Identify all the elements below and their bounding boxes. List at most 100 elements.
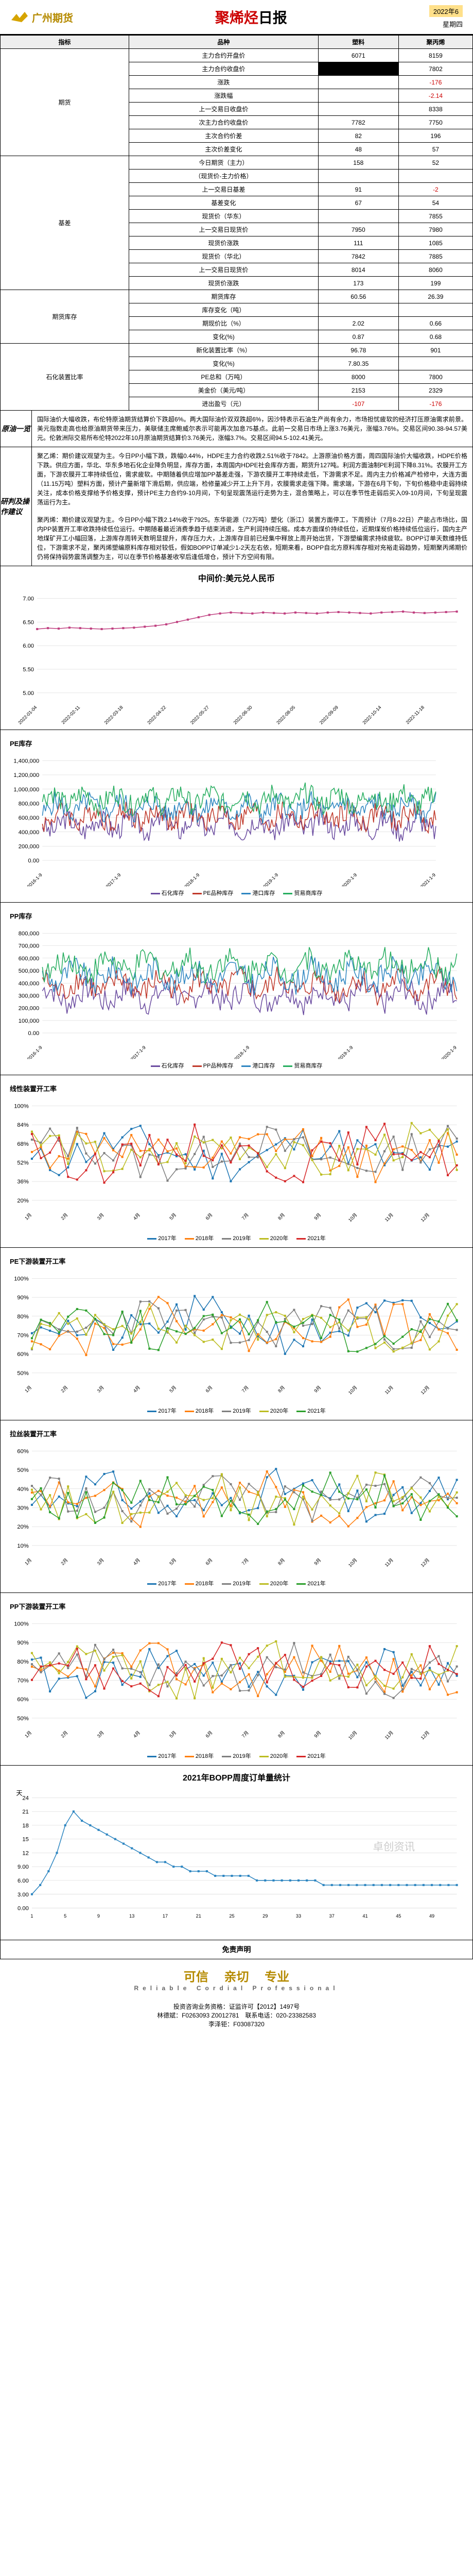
category-cell: 石化装置比率 — [1, 344, 129, 411]
legend-ppinv: 石化库存PP品种库存港口库存贸易商库存 — [6, 1061, 467, 1070]
svg-text:12: 12 — [22, 1851, 28, 1857]
data-cell: 173 — [318, 277, 398, 290]
data-cell: 上一交易日现货价 — [129, 263, 319, 277]
data-cell: 2329 — [398, 384, 472, 397]
svg-text:68%: 68% — [17, 1141, 28, 1147]
analysis-content: 聚乙烯：期价建议观望为主。今日PP小幅下跌，跌幅0.44%，HDPE主力合约收跌… — [32, 447, 472, 566]
svg-text:1月: 1月 — [24, 1730, 32, 1739]
svg-text:3.00: 3.00 — [17, 1892, 29, 1898]
slogan-sub: Reliable Cordial Professional — [7, 1985, 466, 1992]
crude-text: 国际油价大幅收跌，布伦特原油期货结算价下跌超6%。两大国际油价双双跌超6%，因沙… — [32, 411, 472, 447]
svg-text:12月: 12月 — [420, 1730, 431, 1741]
svg-text:6.00: 6.00 — [17, 1878, 29, 1884]
chart-pp-inventory: PP库存 0.00100,000200,000300,000400,000500… — [0, 903, 473, 1075]
data-cell: 2.02 — [318, 317, 398, 330]
data-cell: 8000 — [318, 370, 398, 384]
th-indicator: 指标 — [1, 36, 129, 49]
svg-text:11月: 11月 — [384, 1212, 394, 1223]
chart-svg-peop: 20%36%52%68%84%100%1月2月3月4月5月6月7月8月9月10月… — [6, 1095, 467, 1232]
svg-text:800,000: 800,000 — [19, 930, 39, 937]
svg-text:4月: 4月 — [132, 1212, 141, 1221]
report-title: 聚烯烃日报 — [215, 7, 287, 27]
disclaimer: 免责声明 — [0, 1940, 473, 1959]
svg-text:5.50: 5.50 — [23, 667, 34, 673]
data-cell: 6071 — [318, 49, 398, 62]
legend-item: 贸易商库存 — [283, 889, 322, 897]
svg-text:9月: 9月 — [313, 1212, 322, 1221]
data-cell — [318, 89, 398, 103]
data-cell: 期货库存 — [129, 290, 319, 303]
data-cell: 美金价（美元/吨） — [129, 384, 319, 397]
data-cell: 主次价差变化 — [129, 143, 319, 156]
svg-text:2月: 2月 — [60, 1730, 69, 1739]
chart-svg-pedn: 50%60%70%80%90%100%1月2月3月4月5月6月7月8月9月10月… — [6, 1268, 467, 1404]
data-cell: 涨跌幅 — [129, 89, 319, 103]
svg-text:9月: 9月 — [313, 1385, 322, 1394]
svg-text:5: 5 — [64, 1913, 66, 1919]
svg-text:24: 24 — [22, 1795, 28, 1802]
svg-text:4月: 4月 — [132, 1385, 141, 1394]
data-cell: 1085 — [398, 236, 472, 250]
svg-text:100%: 100% — [14, 1276, 29, 1282]
svg-text:15: 15 — [22, 1837, 28, 1843]
analysis-pe: 聚乙烯：期价建议观望为主。今日PP小幅下跌，跌幅0.44%，HDPE主力合约收跌… — [32, 447, 472, 511]
svg-text:8月: 8月 — [277, 1730, 286, 1739]
svg-text:80%: 80% — [17, 1314, 28, 1320]
chart-title-peop: 线性装置开工率 — [10, 1083, 467, 1093]
svg-text:100%: 100% — [14, 1104, 29, 1110]
data-cell — [318, 210, 398, 223]
data-cell: 变化(%) — [129, 357, 319, 370]
slogan-3: 专业 — [265, 1970, 289, 1984]
svg-text:0.00: 0.00 — [28, 1030, 39, 1037]
crude-label: 原油一览 — [1, 411, 32, 447]
svg-text:37: 37 — [329, 1913, 335, 1919]
data-cell: 196 — [398, 129, 472, 143]
svg-text:5月: 5月 — [168, 1730, 177, 1739]
data-cell: 52 — [398, 156, 472, 170]
legend-item: 2017年 — [147, 1406, 176, 1415]
data-cell — [318, 76, 398, 89]
legend-item: 2019年 — [222, 1234, 251, 1242]
table-header-row: 指标 品种 塑料 聚丙烯 — [1, 36, 473, 49]
svg-text:500,000: 500,000 — [19, 968, 39, 974]
svg-text:21: 21 — [196, 1913, 201, 1919]
data-cell: 变化(%) — [129, 330, 319, 344]
svg-text:10月: 10月 — [347, 1385, 358, 1396]
legend-item: 2021年 — [296, 1579, 325, 1587]
svg-text:1,200,000: 1,200,000 — [13, 772, 39, 778]
svg-text:17: 17 — [163, 1913, 168, 1919]
legend-item: PP品种库存 — [192, 1061, 234, 1070]
chart-pp-operating: 拉丝装置开工率 10%20%30%40%50%60%1月2月3月4月5月6月7月… — [0, 1420, 473, 1593]
legend-item: 2018年 — [185, 1579, 214, 1587]
table-row: 基差今日期货（主力）15852 — [1, 156, 473, 170]
legend-item: 港口库存 — [241, 1061, 275, 1070]
svg-text:7月: 7月 — [241, 1730, 250, 1739]
data-cell: 60.56 — [318, 290, 398, 303]
svg-text:11月: 11月 — [384, 1557, 394, 1568]
data-cell — [318, 103, 398, 116]
chart-pe-downstream: PE下游装置开工率 50%60%70%80%90%100%1月2月3月4月5月6… — [0, 1248, 473, 1420]
svg-text:49: 49 — [429, 1913, 434, 1919]
svg-text:600,000: 600,000 — [19, 815, 39, 821]
data-cell: 主次合约价差 — [129, 129, 319, 143]
svg-text:2月: 2月 — [60, 1212, 69, 1221]
data-cell: 涨跌 — [129, 76, 319, 89]
data-cell — [318, 303, 398, 317]
data-cell: -176 — [398, 76, 472, 89]
svg-text:10月: 10月 — [347, 1730, 358, 1741]
th-pe: 塑料 — [318, 36, 398, 49]
svg-text:2017-1-9: 2017-1-9 — [105, 872, 122, 887]
svg-text:70%: 70% — [17, 1678, 28, 1684]
svg-text:1,000,000: 1,000,000 — [13, 787, 39, 793]
legend-item: 2017年 — [147, 1579, 176, 1587]
data-cell: 67 — [318, 196, 398, 210]
chart-title-usd: 中间价:美元兑人民币 — [6, 571, 467, 584]
svg-text:12月: 12月 — [420, 1557, 431, 1568]
svg-text:700,000: 700,000 — [19, 943, 39, 950]
crude-section: 原油一览 国际油价大幅收跌，布伦特原油期货结算价下跌超6%。两大国际油价双双跌超… — [0, 411, 473, 447]
analysis-section: 研判及操作建议 聚乙烯：期价建议观望为主。今日PP小幅下跌，跌幅0.44%，HD… — [0, 447, 473, 566]
chart-title-pedn: PE下游装置开工率 — [10, 1256, 467, 1266]
data-cell: 现货价（华北） — [129, 250, 319, 263]
svg-text:3月: 3月 — [96, 1557, 105, 1566]
svg-text:3月: 3月 — [96, 1212, 105, 1221]
